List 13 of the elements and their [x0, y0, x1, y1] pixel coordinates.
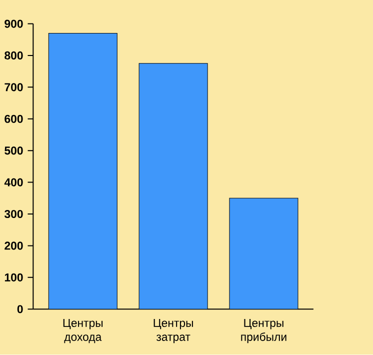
y-tick-label: 500 [4, 146, 23, 155]
y-tick-label: 600 [4, 114, 23, 124]
x-tick-label: Центры дохода [63, 319, 103, 344]
y-tick-label: 300 [4, 210, 23, 218]
y-tick-label: 900 [4, 20, 23, 28]
y-tick-label: 400 [4, 178, 23, 186]
y-tick-label: 100 [4, 273, 23, 282]
x-tick-label: Центры затрат [154, 319, 193, 344]
y-tick-label: 200 [4, 242, 23, 250]
x-tick-label: Центры прибыли [241, 319, 286, 344]
y-tick-label: 700 [4, 83, 23, 92]
y-tick-label: 800 [4, 52, 23, 60]
y-tick-label: 0 [17, 305, 23, 314]
